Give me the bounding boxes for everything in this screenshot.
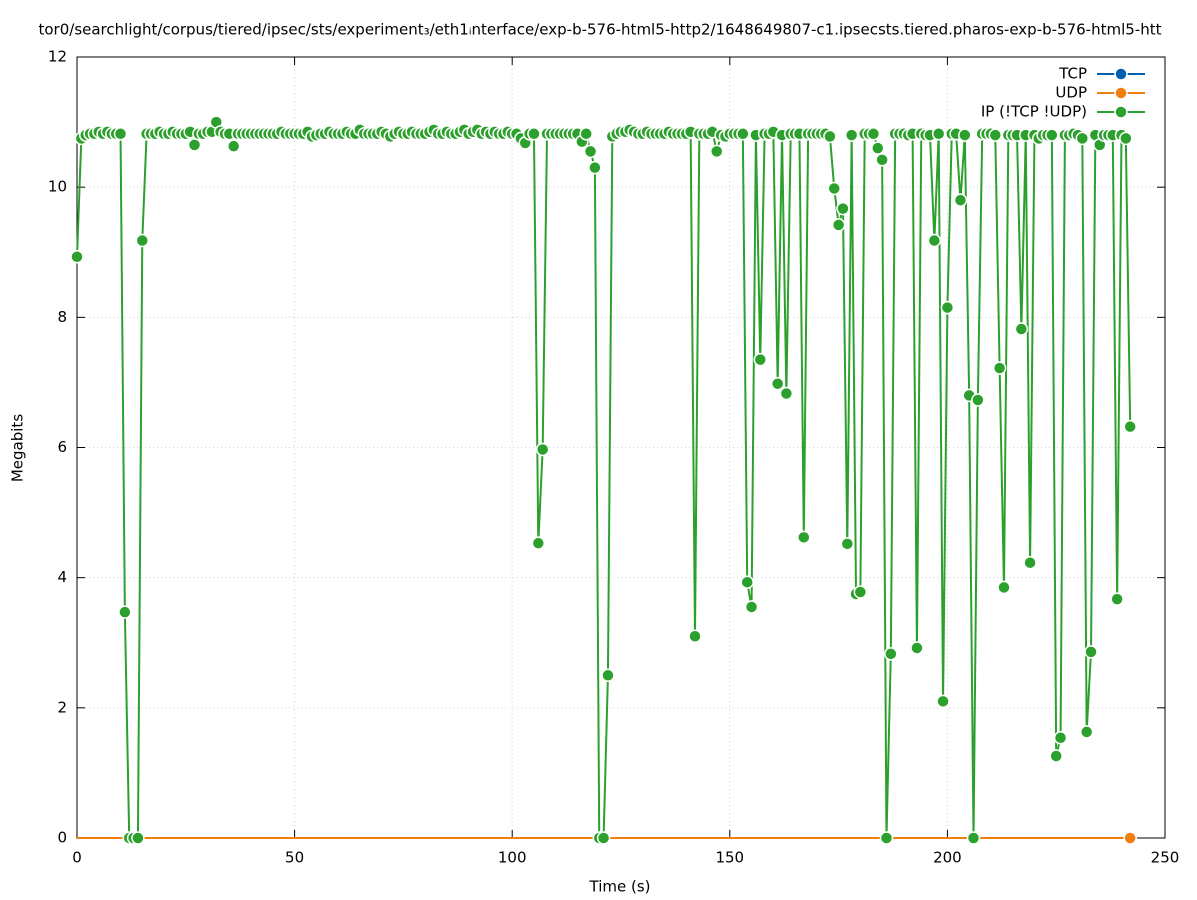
data-point [840, 537, 855, 551]
chart-title: tor0/searchlight/corpus/tiered/ipsec/sts… [39, 21, 1162, 39]
data-point [1053, 731, 1068, 745]
data-point [740, 575, 754, 589]
data-point [940, 300, 955, 315]
data-point [596, 831, 611, 845]
data-point [992, 361, 1007, 375]
x-tick-label: 150 [715, 849, 744, 867]
data-point [1123, 831, 1137, 845]
legend-marker [1114, 105, 1128, 119]
legend-label: UDP [1055, 84, 1087, 102]
data-point [1110, 592, 1124, 606]
y-axis-label: Megabits [9, 414, 27, 482]
data-point [1045, 128, 1059, 142]
data-point [1014, 322, 1029, 336]
data-point [953, 193, 968, 207]
y-tick-label: 12 [48, 48, 67, 66]
data-point [753, 352, 768, 367]
data-point [1049, 749, 1063, 763]
data-point [688, 629, 702, 643]
series-line [76, 119, 1132, 839]
data-point [853, 585, 868, 599]
data-point [823, 129, 837, 144]
y-tick-label: 0 [57, 829, 67, 847]
data-point [583, 144, 598, 159]
data-point [958, 128, 972, 142]
data-point [936, 694, 950, 709]
data-point [527, 127, 541, 141]
data-point [1119, 131, 1133, 146]
legend-marker [1114, 86, 1128, 100]
data-point [779, 386, 794, 401]
data-point [770, 376, 785, 391]
data-point [226, 139, 241, 153]
data-point [879, 831, 894, 845]
data-point [118, 605, 132, 619]
x-tick-label: 0 [72, 849, 82, 867]
data-point [966, 831, 981, 845]
data-point [927, 233, 942, 248]
x-tick-label: 200 [933, 849, 962, 867]
data-point [910, 641, 924, 655]
data-point [588, 160, 602, 175]
y-tick-label: 10 [48, 178, 67, 196]
data-point [531, 536, 546, 550]
data-point [579, 127, 593, 141]
x-tick-label: 50 [285, 849, 304, 867]
data-point [836, 201, 850, 216]
data-point [1084, 645, 1098, 659]
data-point [827, 181, 841, 196]
data-point [831, 218, 846, 232]
legend-label: IP (!TCP !UDP) [981, 103, 1087, 121]
data-point [709, 144, 724, 159]
data-point [997, 580, 1011, 595]
data-point [871, 141, 885, 155]
data-point [131, 831, 145, 845]
data-point [971, 393, 985, 407]
data-point [744, 600, 759, 614]
data-point [988, 128, 1003, 142]
data-point [187, 138, 202, 152]
data-point [1023, 555, 1037, 570]
data-point [70, 250, 84, 264]
data-point [535, 442, 550, 457]
x-tick-label: 100 [498, 849, 527, 867]
data-point [844, 128, 859, 142]
data-point [135, 233, 150, 248]
x-axis-label: Time (s) [589, 878, 651, 896]
y-tick-label: 4 [57, 568, 67, 586]
data-point [736, 127, 750, 141]
data-point [884, 647, 898, 661]
legend-label: TCP [1058, 65, 1087, 83]
data-point [875, 153, 889, 167]
data-point [113, 127, 128, 141]
legend-marker [1114, 67, 1128, 81]
x-tick-label: 250 [1151, 849, 1180, 867]
data-point [1079, 725, 1094, 739]
y-tick-label: 6 [57, 438, 67, 456]
data-point [1123, 419, 1137, 434]
y-tick-label: 8 [57, 308, 67, 326]
data-point [866, 127, 881, 141]
data-point [797, 530, 811, 545]
data-point [601, 668, 615, 683]
data-point [1075, 131, 1090, 146]
y-tick-label: 2 [57, 698, 67, 716]
data-point [931, 127, 946, 141]
